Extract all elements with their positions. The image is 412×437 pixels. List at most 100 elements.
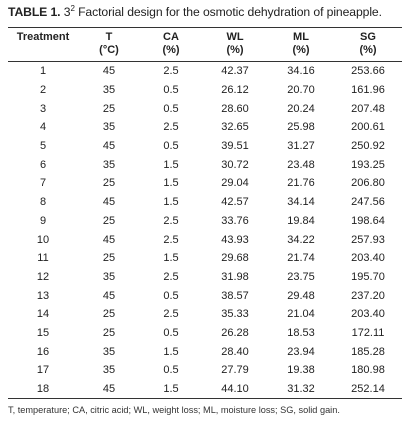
table-cell-ml: 31.32 (268, 379, 334, 400)
table-cell-sg: 207.48 (351, 102, 385, 115)
table-cell-sg: 200.61 (351, 121, 385, 134)
table-cell-ca: 1.5 (140, 379, 202, 400)
table-cell-ml: 29.48 (287, 289, 315, 302)
table-cell-ml: 34.22 (287, 233, 315, 246)
table-cell-wl: 29.68 (221, 252, 249, 265)
column-header-ml: ML (%) (268, 27, 334, 62)
table-cell-ml: 34.14 (287, 196, 315, 209)
table-cell-sg: 257.93 (351, 233, 385, 246)
table-cell-wl: 26.28 (221, 326, 249, 339)
table-cell-t: 45 (102, 196, 116, 209)
table-row: 5 45 0.5 39.51 31.27 250.92 (8, 137, 402, 156)
table-cell-wl: 39.51 (221, 140, 249, 153)
table-row: 15 25 0.5 26.28 18.53 172.11 (8, 324, 402, 343)
table-cell-ml: 19.38 (287, 364, 315, 377)
table-cell-wl: 29.04 (221, 177, 249, 190)
column-header-name: T (105, 31, 113, 43)
table-row: 2 35 0.5 26.12 20.70 161.96 (8, 81, 402, 100)
table-cell-ca: 2.5 (163, 214, 179, 227)
table-cell-treatment: 2 (39, 84, 47, 97)
table-cell-treatment: 14 (36, 308, 50, 321)
table-cell-t: 35 (102, 364, 116, 377)
column-header-unit: (%) (226, 43, 244, 56)
table-cell-ca: 2.5 (163, 308, 179, 321)
table-cell-wl: 32.65 (221, 121, 249, 134)
table-cell-t: 35 (102, 84, 116, 97)
table-cell-t: 25 (102, 326, 116, 339)
table-cell-ca: 0.5 (163, 326, 179, 339)
table-cell-ca: 0.5 (163, 364, 179, 377)
table-cell-ml: 19.84 (287, 214, 315, 227)
table-cell-t: 25 (102, 252, 116, 265)
table-row: 8 45 1.5 42.57 34.14 247.56 (8, 193, 402, 212)
table-cell-wl: 26.12 (221, 84, 249, 97)
table-row: 14 25 2.5 35.33 21.04 203.40 (8, 305, 402, 324)
table-cell-sg: 247.56 (351, 196, 385, 209)
table-row: 13 45 0.5 38.57 29.48 237.20 (8, 286, 402, 305)
table-cell-treatment: 18 (8, 379, 78, 400)
table-caption-superscript: 2 (70, 3, 75, 13)
column-header-name: SG (360, 31, 376, 43)
table-cell-t: 35 (102, 270, 116, 283)
table-row: 1 45 2.5 42.37 34.16 253.66 (8, 62, 402, 81)
table-cell-treatment: 11 (37, 252, 49, 265)
table-cell-sg: 172.11 (351, 326, 385, 339)
column-header-unit: (%) (292, 43, 310, 56)
table-cell-ca: 2.5 (163, 121, 179, 134)
column-header-name: CA (163, 31, 179, 43)
table-cell-ml: 31.27 (287, 140, 315, 153)
table-cell-ml: 25.98 (287, 121, 315, 134)
table-header-row: Treatment T (°C) CA (%) WL (%) ML (%) SG (%) (8, 27, 402, 62)
table-cell-treatment: 10 (36, 233, 50, 246)
factorial-design-table: Treatment T (°C) CA (%) WL (%) ML (%) SG (%) 1 45 2.… (8, 27, 402, 400)
column-header-treatment: Treatment (8, 27, 78, 62)
table-cell-sg: 250.92 (351, 140, 385, 153)
table-cell-wl: 31.98 (221, 270, 249, 283)
column-header-sg: SG (%) (334, 27, 402, 62)
table-cell-ca: 0.5 (163, 84, 179, 97)
table-cell-t: 25 (102, 214, 116, 227)
table-cell-ca: 1.5 (163, 345, 179, 358)
table-cell-ca: 2.5 (163, 270, 179, 283)
table-row: 7 25 1.5 29.04 21.76 206.80 (8, 174, 402, 193)
column-header-unit: (%) (359, 43, 377, 56)
column-header-wl: WL (%) (202, 27, 268, 62)
column-header-unit: (%) (162, 43, 180, 56)
table-row: 11 25 1.5 29.68 21.74 203.40 (8, 249, 402, 268)
table-cell-t: 35 (102, 121, 116, 134)
column-header-name: ML (293, 31, 309, 43)
table-cell-treatment: 6 (39, 158, 47, 171)
table-cell-sg: 237.20 (351, 289, 385, 302)
table-cell-ml: 20.24 (287, 102, 315, 115)
table-cell-wl: 28.60 (221, 102, 249, 115)
table-cell-wl: 27.79 (221, 364, 249, 377)
table-row: 17 35 0.5 27.79 19.38 180.98 (8, 361, 402, 380)
table-cell-t: 35 (102, 158, 116, 171)
table-cell-sg: 203.40 (351, 252, 385, 265)
table-cell-treatment: 17 (36, 364, 50, 377)
table-row: 6 35 1.5 30.72 23.48 193.25 (8, 155, 402, 174)
table-cell-wl: 35.33 (221, 308, 249, 321)
table-cell-t: 25 (102, 102, 116, 115)
table-caption-factor: 3 (60, 5, 71, 19)
table-cell-ca: 1.5 (163, 196, 179, 209)
table-cell-treatment: 5 (39, 140, 47, 153)
table-cell-sg: 252.14 (334, 379, 402, 400)
table-cell-treatment: 1 (39, 65, 47, 78)
table-cell-t: 35 (102, 345, 116, 358)
table-cell-ca: 2.5 (163, 65, 179, 78)
column-header-name: Treatment (16, 31, 70, 43)
table-cell-sg: 185.28 (351, 345, 385, 358)
table-caption-label: TABLE 1. (8, 5, 61, 19)
table-cell-wl: 44.10 (202, 379, 268, 400)
column-header-unit: (°C) (99, 43, 119, 56)
table-cell-sg: 203.40 (351, 308, 385, 321)
table-cell-sg: 180.98 (351, 364, 385, 377)
table-cell-treatment: 7 (39, 177, 47, 190)
table-caption: TABLE 1. 32 Factorial design for the osm… (8, 3, 382, 19)
table-cell-ml: 21.04 (287, 308, 315, 321)
table-cell-wl: 42.37 (221, 65, 249, 78)
table-cell-treatment: 15 (36, 326, 50, 339)
table-cell-sg: 206.80 (351, 177, 385, 190)
table-row: 10 45 2.5 43.93 34.22 257.93 (8, 230, 402, 249)
